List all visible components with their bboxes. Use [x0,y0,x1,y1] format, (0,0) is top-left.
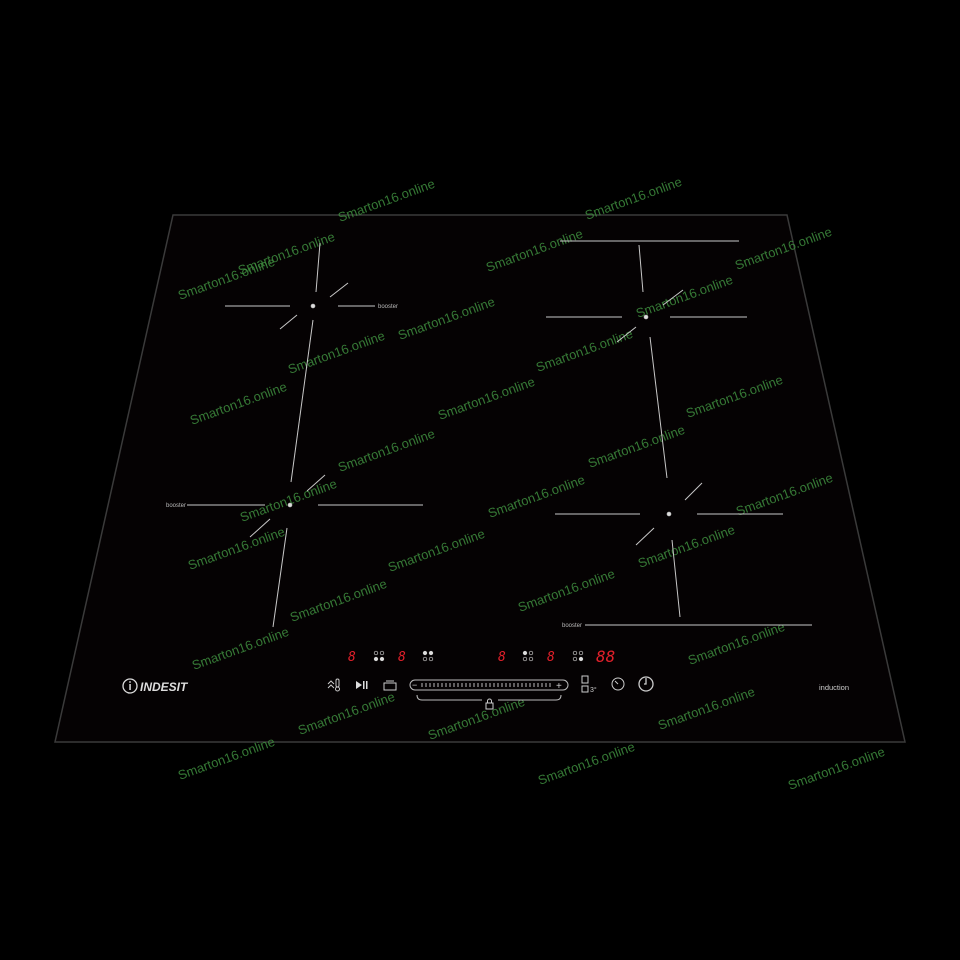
bridge-icon[interactable] [581,675,589,693]
watermark-text: Smarton16.online [536,739,637,788]
zone-selectors[interactable] [373,650,584,662]
zone-rear-left-markings [187,474,423,628]
zone-select-icon[interactable] [572,650,584,662]
zone-front-right-markings [546,240,747,479]
clock-icon[interactable] [638,676,654,692]
play-pause-icon[interactable] [356,681,368,689]
svg-text:INDESIT: INDESIT [140,680,189,694]
watermark-text: Smarton16.online [786,744,887,793]
zone-display: 8 [498,650,506,665]
zone-select-icon[interactable] [522,650,534,662]
bridge-sub-label: 3° [590,686,597,694]
keep-warm-icon[interactable] [327,678,340,692]
lock-icon[interactable] [485,698,494,710]
zone-display: 8 [348,650,356,665]
zone-display: 8 [547,650,555,665]
power-slider[interactable]: − + [409,679,569,692]
zone-select-icon[interactable] [422,650,434,662]
lock-bracket [416,694,562,701]
zone-rear-right-markings [555,482,812,626]
booster-label: booster [166,503,186,509]
induction-label: induction [819,683,849,692]
timer-display: 88 [596,647,615,666]
slider-minus[interactable]: − [412,680,417,690]
indesit-logo: INDESIT [122,678,189,694]
zone-select-icon[interactable] [373,650,385,662]
pot-detect-icon[interactable] [383,680,397,691]
booster-label: booster [562,623,582,629]
booster-label: booster [378,304,398,310]
zone-display: 8 [398,650,406,665]
zone-front-left-markings [225,242,375,483]
slider-plus[interactable]: + [556,681,562,692]
timer-icon[interactable] [611,677,625,691]
glass-surface [54,214,906,743]
